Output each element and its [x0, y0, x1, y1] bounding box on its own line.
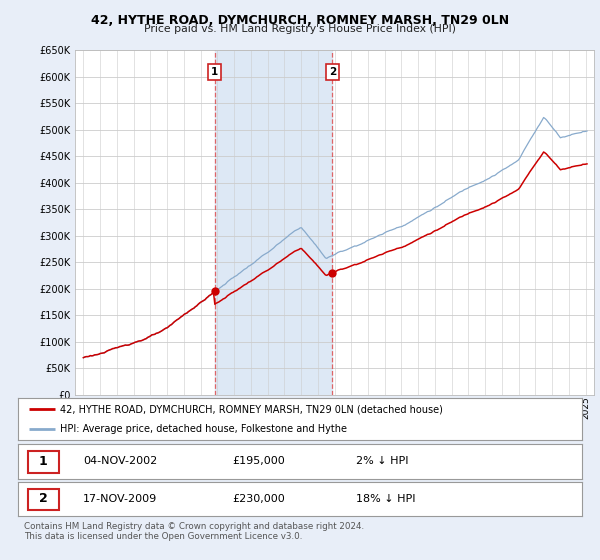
- Text: Price paid vs. HM Land Registry's House Price Index (HPI): Price paid vs. HM Land Registry's House …: [144, 24, 456, 34]
- Text: 42, HYTHE ROAD, DYMCHURCH, ROMNEY MARSH, TN29 0LN: 42, HYTHE ROAD, DYMCHURCH, ROMNEY MARSH,…: [91, 14, 509, 27]
- Text: 1: 1: [211, 67, 218, 77]
- Text: 04-NOV-2002: 04-NOV-2002: [83, 456, 157, 466]
- Bar: [215, 50, 332, 395]
- Text: 42, HYTHE ROAD, DYMCHURCH, ROMNEY MARSH, TN29 0LN (detached house): 42, HYTHE ROAD, DYMCHURCH, ROMNEY MARSH,…: [60, 404, 443, 414]
- Text: 18% ↓ HPI: 18% ↓ HPI: [356, 494, 416, 504]
- Text: 2% ↓ HPI: 2% ↓ HPI: [356, 456, 409, 466]
- Text: Contains HM Land Registry data © Crown copyright and database right 2024.
This d: Contains HM Land Registry data © Crown c…: [24, 522, 364, 542]
- FancyBboxPatch shape: [28, 451, 59, 473]
- Text: £195,000: £195,000: [232, 456, 285, 466]
- FancyBboxPatch shape: [28, 488, 59, 510]
- Text: £230,000: £230,000: [232, 494, 285, 504]
- Text: 2: 2: [329, 67, 336, 77]
- Text: HPI: Average price, detached house, Folkestone and Hythe: HPI: Average price, detached house, Folk…: [60, 424, 347, 434]
- Text: 2: 2: [39, 492, 48, 506]
- Text: 1: 1: [39, 455, 48, 468]
- Text: 17-NOV-2009: 17-NOV-2009: [83, 494, 157, 504]
